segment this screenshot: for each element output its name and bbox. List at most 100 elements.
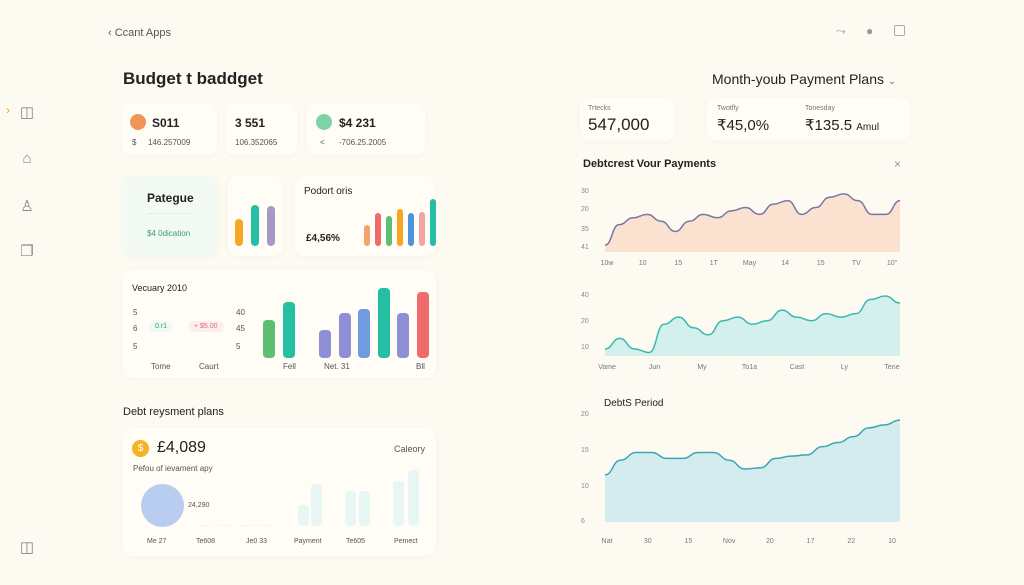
bell-icon[interactable]: ● bbox=[866, 24, 874, 38]
bar bbox=[251, 205, 259, 246]
tick: 5 bbox=[133, 308, 138, 317]
pategue-card: Pategue $4 0dication bbox=[123, 176, 218, 256]
x-tick-label: My bbox=[697, 364, 707, 371]
stat-sub: 106.352065 bbox=[235, 138, 278, 147]
y-tick-label: 10 bbox=[581, 344, 589, 351]
back-breadcrumb[interactable]: ‹ Ccant Apps bbox=[108, 27, 171, 39]
x-tick-label: Cast bbox=[790, 364, 804, 371]
card-sub: $4 0dication bbox=[147, 229, 191, 238]
section-heading: Debt reysment plans bbox=[123, 406, 224, 418]
bar bbox=[397, 312, 409, 358]
chevron-down-icon: ⌄ bbox=[887, 76, 897, 87]
stat-prefix: < bbox=[320, 138, 325, 147]
x-tick-label: 15 bbox=[674, 260, 682, 267]
y-tick-label: 15 bbox=[581, 447, 589, 454]
kpi-number: ₹135.5 bbox=[805, 117, 853, 134]
tools-icon[interactable]: ⤳ bbox=[836, 24, 846, 38]
badge-positive: 0.r1 bbox=[149, 321, 174, 332]
x-label: Te608 bbox=[196, 538, 216, 545]
active-indicator-icon: › bbox=[6, 103, 10, 117]
x-label: Tome bbox=[151, 362, 171, 371]
y-tick-label: 6 bbox=[581, 518, 585, 525]
x-tick-label: 14 bbox=[781, 260, 789, 267]
avatar bbox=[316, 114, 332, 130]
image-icon: ◫ bbox=[19, 104, 35, 121]
user-icon[interactable]: ♙ bbox=[20, 198, 34, 215]
bar bbox=[393, 480, 404, 526]
x-label: Payment bbox=[294, 538, 322, 545]
series-line bbox=[604, 193, 901, 246]
sidebar-item-image[interactable]: › ◫ bbox=[6, 103, 36, 121]
x-label: Net. 31 bbox=[324, 362, 350, 371]
x-tick-label: Nov bbox=[723, 538, 736, 545]
bar bbox=[359, 491, 370, 526]
chart-title: Debtcrest Vour Payments bbox=[583, 158, 717, 170]
close-icon[interactable]: × bbox=[894, 157, 902, 171]
x-tick-label: Ly bbox=[841, 364, 849, 371]
x-tick-label: 10" bbox=[887, 260, 898, 267]
circle-label: 24,290 bbox=[188, 502, 210, 509]
stat-sub: -706.25.2005 bbox=[339, 138, 387, 147]
debt-card: $ £4,089 Pefou of ievament apy Caleory 2… bbox=[123, 428, 436, 556]
kpi-card: Trtecks 547,000 bbox=[580, 97, 675, 141]
tick: 5 bbox=[133, 342, 138, 351]
x-tick-label: 1T bbox=[710, 260, 719, 267]
x-label: Me 27 bbox=[147, 538, 167, 545]
breadcrumb-label: Ccant Apps bbox=[114, 27, 171, 39]
x-tick-label: 10 bbox=[639, 260, 647, 267]
category-label[interactable]: Caleory bbox=[394, 444, 426, 454]
y-tick-label: 40 bbox=[581, 292, 589, 299]
divider bbox=[147, 213, 193, 214]
settings-icon[interactable]: ◫ bbox=[19, 539, 35, 556]
x-tick-label: 17 bbox=[807, 538, 815, 545]
x-tick-label: 20 bbox=[766, 538, 774, 545]
bar bbox=[378, 288, 390, 358]
bar bbox=[358, 309, 370, 358]
bar bbox=[319, 330, 331, 358]
badge-negative: + $5.00 bbox=[188, 321, 224, 332]
y-tick-label: 41 bbox=[581, 244, 589, 251]
kpi-value: ₹135.5 Amul bbox=[805, 116, 879, 134]
series-line bbox=[604, 419, 901, 476]
bar bbox=[345, 491, 356, 526]
tick: 40 bbox=[236, 308, 245, 317]
x-tick-label: 30 bbox=[644, 538, 652, 545]
dropdown-label: Month-youb Payment Plans bbox=[712, 71, 884, 87]
x-tick-label: Nat bbox=[602, 538, 613, 545]
calendar-icon[interactable] bbox=[894, 25, 905, 36]
debt-amount: £4,089 bbox=[157, 439, 206, 456]
x-tick-label: 10w bbox=[601, 260, 615, 267]
copy-icon[interactable]: ❐ bbox=[20, 243, 34, 260]
x-label: Bll bbox=[416, 362, 425, 371]
y-tick-label: 20 bbox=[581, 318, 589, 325]
stat-value: $4 231 bbox=[339, 116, 376, 130]
bar bbox=[219, 524, 230, 526]
x-label: Te605 bbox=[346, 538, 366, 545]
card-title: Podort oris bbox=[304, 186, 353, 197]
kpi-unit: Amul bbox=[856, 122, 880, 133]
tick: 5 bbox=[236, 342, 241, 351]
x-label: Pemect bbox=[394, 538, 418, 545]
kpi-label: Twotfly bbox=[717, 105, 739, 112]
x-tick-label: Tene bbox=[884, 364, 899, 371]
y-tick-label: 30 bbox=[581, 188, 589, 195]
x-tick-label: 22 bbox=[847, 538, 855, 545]
bar bbox=[339, 312, 351, 358]
stat-prefix: $ bbox=[132, 138, 137, 147]
stat-card: $4 231 < -706.25.2005 bbox=[307, 103, 425, 155]
plan-dropdown[interactable]: Month-youb Payment Plans ⌄ bbox=[712, 71, 896, 87]
stat-card: S011 $ 146.257009 bbox=[122, 103, 217, 155]
home-icon[interactable]: ⌂ bbox=[22, 150, 32, 167]
pie-circle bbox=[141, 484, 184, 527]
kpi-label: Trtecks bbox=[588, 105, 611, 112]
stat-value: S011 bbox=[152, 116, 180, 130]
tick: 45 bbox=[236, 324, 245, 333]
card-value: £4,56% bbox=[306, 233, 340, 244]
kpi-value: ₹45,0% bbox=[717, 117, 770, 134]
bar bbox=[283, 302, 295, 358]
bar bbox=[364, 225, 370, 246]
x-tick-label: 15 bbox=[817, 260, 825, 267]
stat-sub: 146.257009 bbox=[148, 138, 191, 147]
bar bbox=[375, 213, 381, 246]
area-fill bbox=[605, 296, 900, 356]
